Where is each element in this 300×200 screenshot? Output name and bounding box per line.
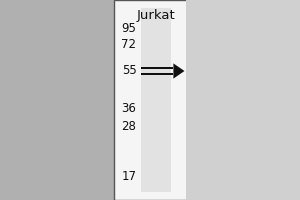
Bar xyxy=(186,0,300,200)
Text: 28: 28 xyxy=(122,120,136,134)
Bar xyxy=(141,8,171,192)
Text: 72: 72 xyxy=(122,38,136,51)
Bar xyxy=(114,0,300,200)
Text: Jurkat: Jurkat xyxy=(136,9,176,22)
Text: 55: 55 xyxy=(122,64,136,77)
Text: 95: 95 xyxy=(122,22,136,36)
Bar xyxy=(141,73,172,75)
Bar xyxy=(141,67,172,69)
Text: 36: 36 xyxy=(122,102,136,116)
Polygon shape xyxy=(173,63,184,79)
Text: 17: 17 xyxy=(122,170,136,184)
